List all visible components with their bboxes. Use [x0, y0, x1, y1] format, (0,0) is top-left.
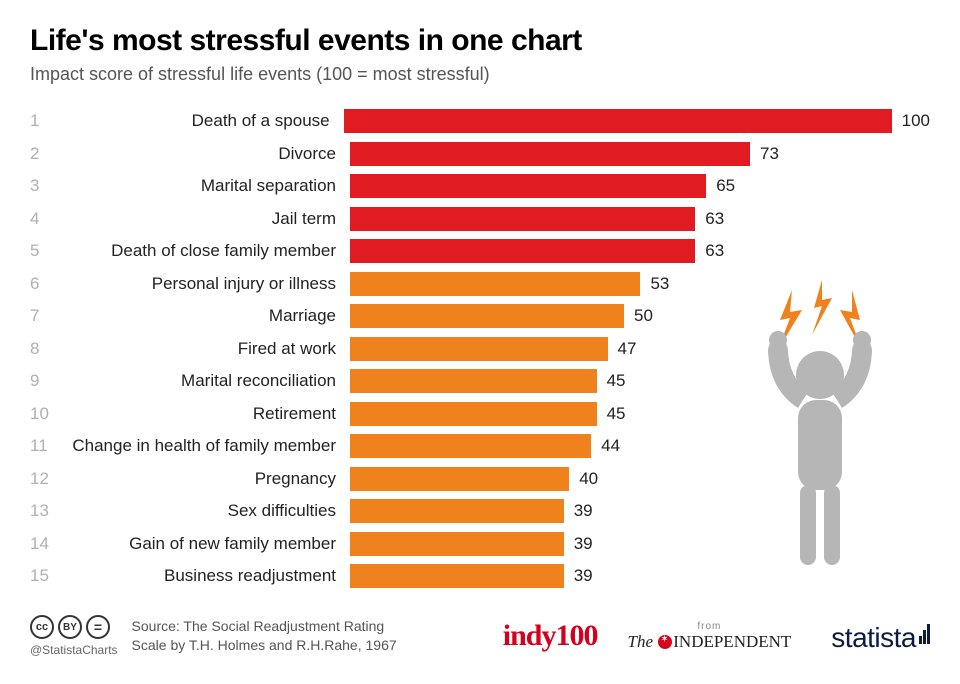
bar-cell: 65 [350, 174, 930, 198]
lightning-bolts-icon [778, 280, 862, 350]
bar [350, 564, 564, 588]
rank-number: 7 [30, 306, 60, 326]
event-label: Pregnancy [60, 469, 350, 489]
bar-value: 63 [705, 209, 724, 229]
rank-number: 11 [30, 436, 60, 456]
bar [350, 499, 564, 523]
event-label: Sex difficulties [60, 501, 350, 521]
bar-cell: 100 [344, 109, 930, 133]
rank-number: 8 [30, 339, 60, 359]
bar [350, 207, 695, 231]
chart-title: Life's most stressful events in one char… [30, 24, 930, 58]
bar-cell: 63 [350, 239, 930, 263]
source-line-2: Scale by T.H. Holmes and R.H.Rahe, 1967 [132, 637, 397, 653]
rank-number: 6 [30, 274, 60, 294]
event-label: Retirement [60, 404, 350, 424]
bar [350, 532, 564, 556]
source-line-1: Source: The Social Readjustment Rating [132, 618, 385, 634]
event-label: Business readjustment [60, 566, 350, 586]
rank-number: 2 [30, 144, 60, 164]
chart-row: 3Marital separation 65 [30, 170, 930, 203]
bar-cell: 63 [350, 207, 930, 231]
twitter-handle: @StatistaCharts [30, 643, 118, 657]
bar-value: 50 [634, 306, 653, 326]
bar-value: 47 [618, 339, 637, 359]
bar [350, 142, 750, 166]
statista-logo: statista [831, 619, 930, 654]
rank-number: 12 [30, 469, 60, 489]
event-label: Marital reconciliation [60, 371, 350, 391]
chart-row: 1Death of a spouse 100 [30, 105, 930, 138]
event-label: Gain of new family member [60, 534, 350, 554]
infographic-root: Life's most stressful events in one char… [0, 0, 960, 684]
bar-value: 39 [574, 534, 593, 554]
bar [350, 467, 569, 491]
rank-number: 4 [30, 209, 60, 229]
chart-row: 5Death of close family member 63 [30, 235, 930, 268]
footer: cc BY = @StatistaCharts Source: The Soci… [30, 606, 930, 666]
bar [350, 272, 640, 296]
bar [350, 304, 624, 328]
bar [350, 434, 591, 458]
bar-value: 45 [607, 371, 626, 391]
rank-number: 10 [30, 404, 60, 424]
person-icon [768, 331, 872, 565]
cc-block: cc BY = @StatistaCharts [30, 615, 118, 657]
event-label: Death of a spouse [59, 111, 343, 131]
bar-value: 40 [579, 469, 598, 489]
event-label: Divorce [60, 144, 350, 164]
source-text: Source: The Social Readjustment Rating S… [132, 617, 397, 655]
bar [350, 402, 597, 426]
rank-number: 14 [30, 534, 60, 554]
bar [344, 109, 892, 133]
rank-number: 15 [30, 566, 60, 586]
bar [350, 239, 695, 263]
event-label: Personal injury or illness [60, 274, 350, 294]
bar [350, 369, 597, 393]
bar [350, 337, 608, 361]
event-label: Marriage [60, 306, 350, 326]
chart-row: 2Divorce 73 [30, 138, 930, 171]
rank-number: 1 [30, 111, 59, 131]
bar-value: 45 [607, 404, 626, 424]
chart-row: 4Jail term 63 [30, 203, 930, 236]
event-label: Fired at work [60, 339, 350, 359]
rank-number: 3 [30, 176, 60, 196]
rank-number: 5 [30, 241, 60, 261]
event-label: Change in health of family member [60, 436, 350, 456]
bar-value: 39 [574, 566, 593, 586]
from-label: from [628, 621, 792, 632]
event-label: Death of close family member [60, 241, 350, 261]
indy100-logo: indy100 [503, 619, 598, 653]
bar [350, 174, 706, 198]
rank-number: 9 [30, 371, 60, 391]
bar-value: 44 [601, 436, 620, 456]
independent-name: INDEPENDENT [673, 632, 791, 651]
independent-the: The [628, 632, 654, 651]
stressed-person-illustration [740, 280, 900, 580]
rank-number: 13 [30, 501, 60, 521]
cc-license-icon: cc BY = [30, 615, 118, 639]
bar-value: 39 [574, 501, 593, 521]
event-label: Jail term [60, 209, 350, 229]
bar-value: 100 [902, 111, 930, 131]
chart-subtitle: Impact score of stressful life events (1… [30, 64, 930, 85]
statista-text: statista [831, 622, 916, 653]
independent-logo: from The INDEPENDENT [628, 621, 792, 652]
bar-value: 63 [705, 241, 724, 261]
bar-cell: 73 [350, 142, 930, 166]
event-label: Marital separation [60, 176, 350, 196]
bar-value: 65 [716, 176, 735, 196]
bar-value: 73 [760, 144, 779, 164]
bar-value: 53 [650, 274, 669, 294]
